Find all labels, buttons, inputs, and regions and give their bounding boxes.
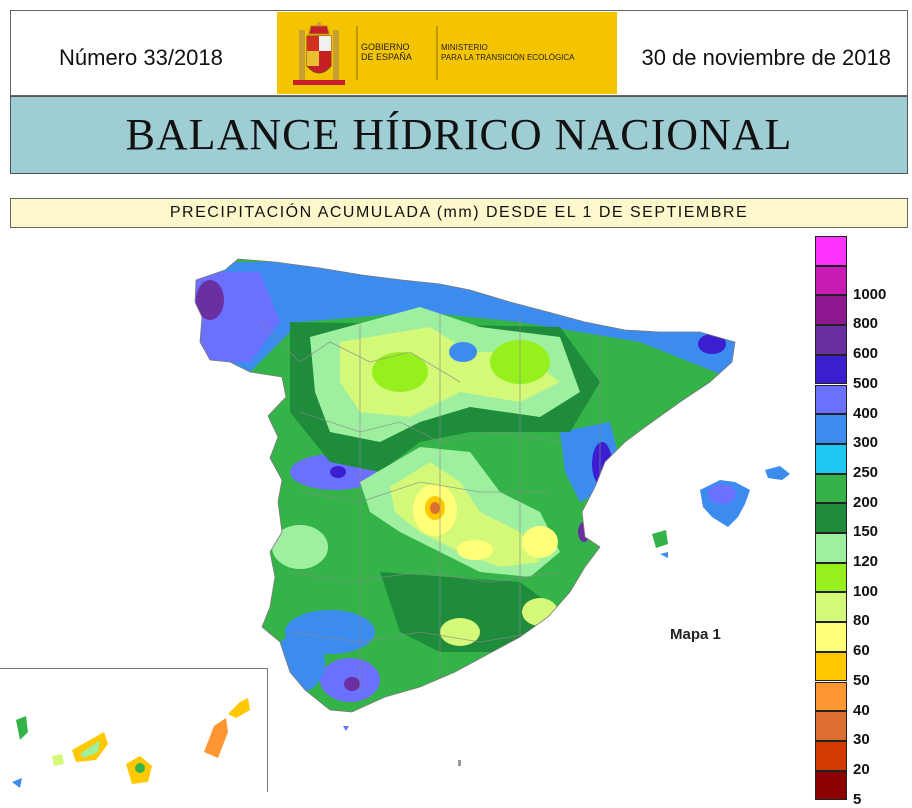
government-logo: GOBIERNO DE ESPAÑA MINISTERIO PARA LA TR… [277, 12, 617, 94]
legend-swatch [815, 443, 847, 474]
page-title: BALANCE HÍDRICO NACIONAL [125, 110, 793, 159]
legend-label: 1000 [853, 285, 887, 303]
subtitle-banner: PRECIPITACIÓN ACUMULADA (mm) DESDE EL 1 … [10, 198, 908, 228]
legend-label: 200 [853, 493, 879, 511]
peninsula-outline [194, 258, 736, 713]
legend-label: 150 [853, 523, 879, 541]
map-subtitle: PRECIPITACIÓN ACUMULADA (mm) DESDE EL 1 … [169, 204, 749, 221]
legend-swatch [815, 681, 847, 712]
legend-label: 50 [853, 671, 870, 689]
legend-label: 500 [853, 374, 879, 392]
legend-swatch [815, 473, 847, 504]
legend-swatch [815, 651, 847, 682]
map-label: Mapa 1 [670, 626, 721, 643]
coat-of-arms-icon: GOBIERNO DE ESPAÑA MINISTERIO PARA LA TR… [293, 22, 575, 85]
legend-label: 400 [853, 404, 879, 422]
legend-label: 300 [853, 434, 879, 452]
legend-swatch [815, 414, 847, 444]
legend-label: 120 [853, 553, 879, 570]
legend-label: 40 [853, 701, 870, 719]
legend-label: 800 [853, 315, 879, 333]
canary-inset-frame [0, 668, 268, 792]
legend-swatch [815, 622, 847, 652]
legend-swatch [815, 711, 847, 741]
legend-swatch [815, 592, 847, 623]
legend-swatch [815, 770, 847, 801]
legend-swatch [815, 325, 847, 355]
logo-gobierno-text: GOBIERNO [361, 42, 410, 52]
legend-swatch [815, 740, 847, 771]
legend-label: 60 [853, 642, 870, 660]
legend-swatch [815, 503, 847, 533]
logo-ministry-text: MINISTERIO [441, 43, 488, 52]
legend-label: 600 [853, 345, 879, 363]
legend-swatch [815, 533, 847, 563]
legend-label: 5 [853, 790, 862, 808]
canary-islands [12, 698, 250, 788]
legend-label: 250 [853, 463, 879, 481]
legend-swatch [815, 236, 847, 266]
legend-swatch [815, 562, 847, 593]
legend-swatch [815, 384, 847, 415]
logo-espana-text: DE ESPAÑA [361, 52, 412, 62]
title-banner: BALANCE HÍDRICO NACIONAL [10, 96, 908, 174]
peninsula-precipitation [195, 259, 735, 712]
legend-label: 100 [853, 582, 879, 600]
precipitation-map [12, 258, 790, 788]
legend-label: 30 [853, 731, 870, 749]
bulletin-date: 30 de noviembre de 2018 [641, 45, 891, 70]
issue-number: Número 33/2018 [59, 45, 223, 70]
legend-label: 20 [853, 760, 870, 778]
legend-swatch [815, 295, 847, 326]
legend-swatch [815, 354, 847, 385]
legend-swatch [815, 265, 847, 296]
logo-ministry-name-text: PARA LA TRANSICIÓN ECOLÓGICA [441, 53, 575, 62]
balearic-islands [652, 466, 790, 558]
legend-label: 80 [853, 612, 870, 630]
bulletin-header: Número 33/2018 GOBIERNO DE ESPAÑA MINIST… [10, 10, 908, 96]
